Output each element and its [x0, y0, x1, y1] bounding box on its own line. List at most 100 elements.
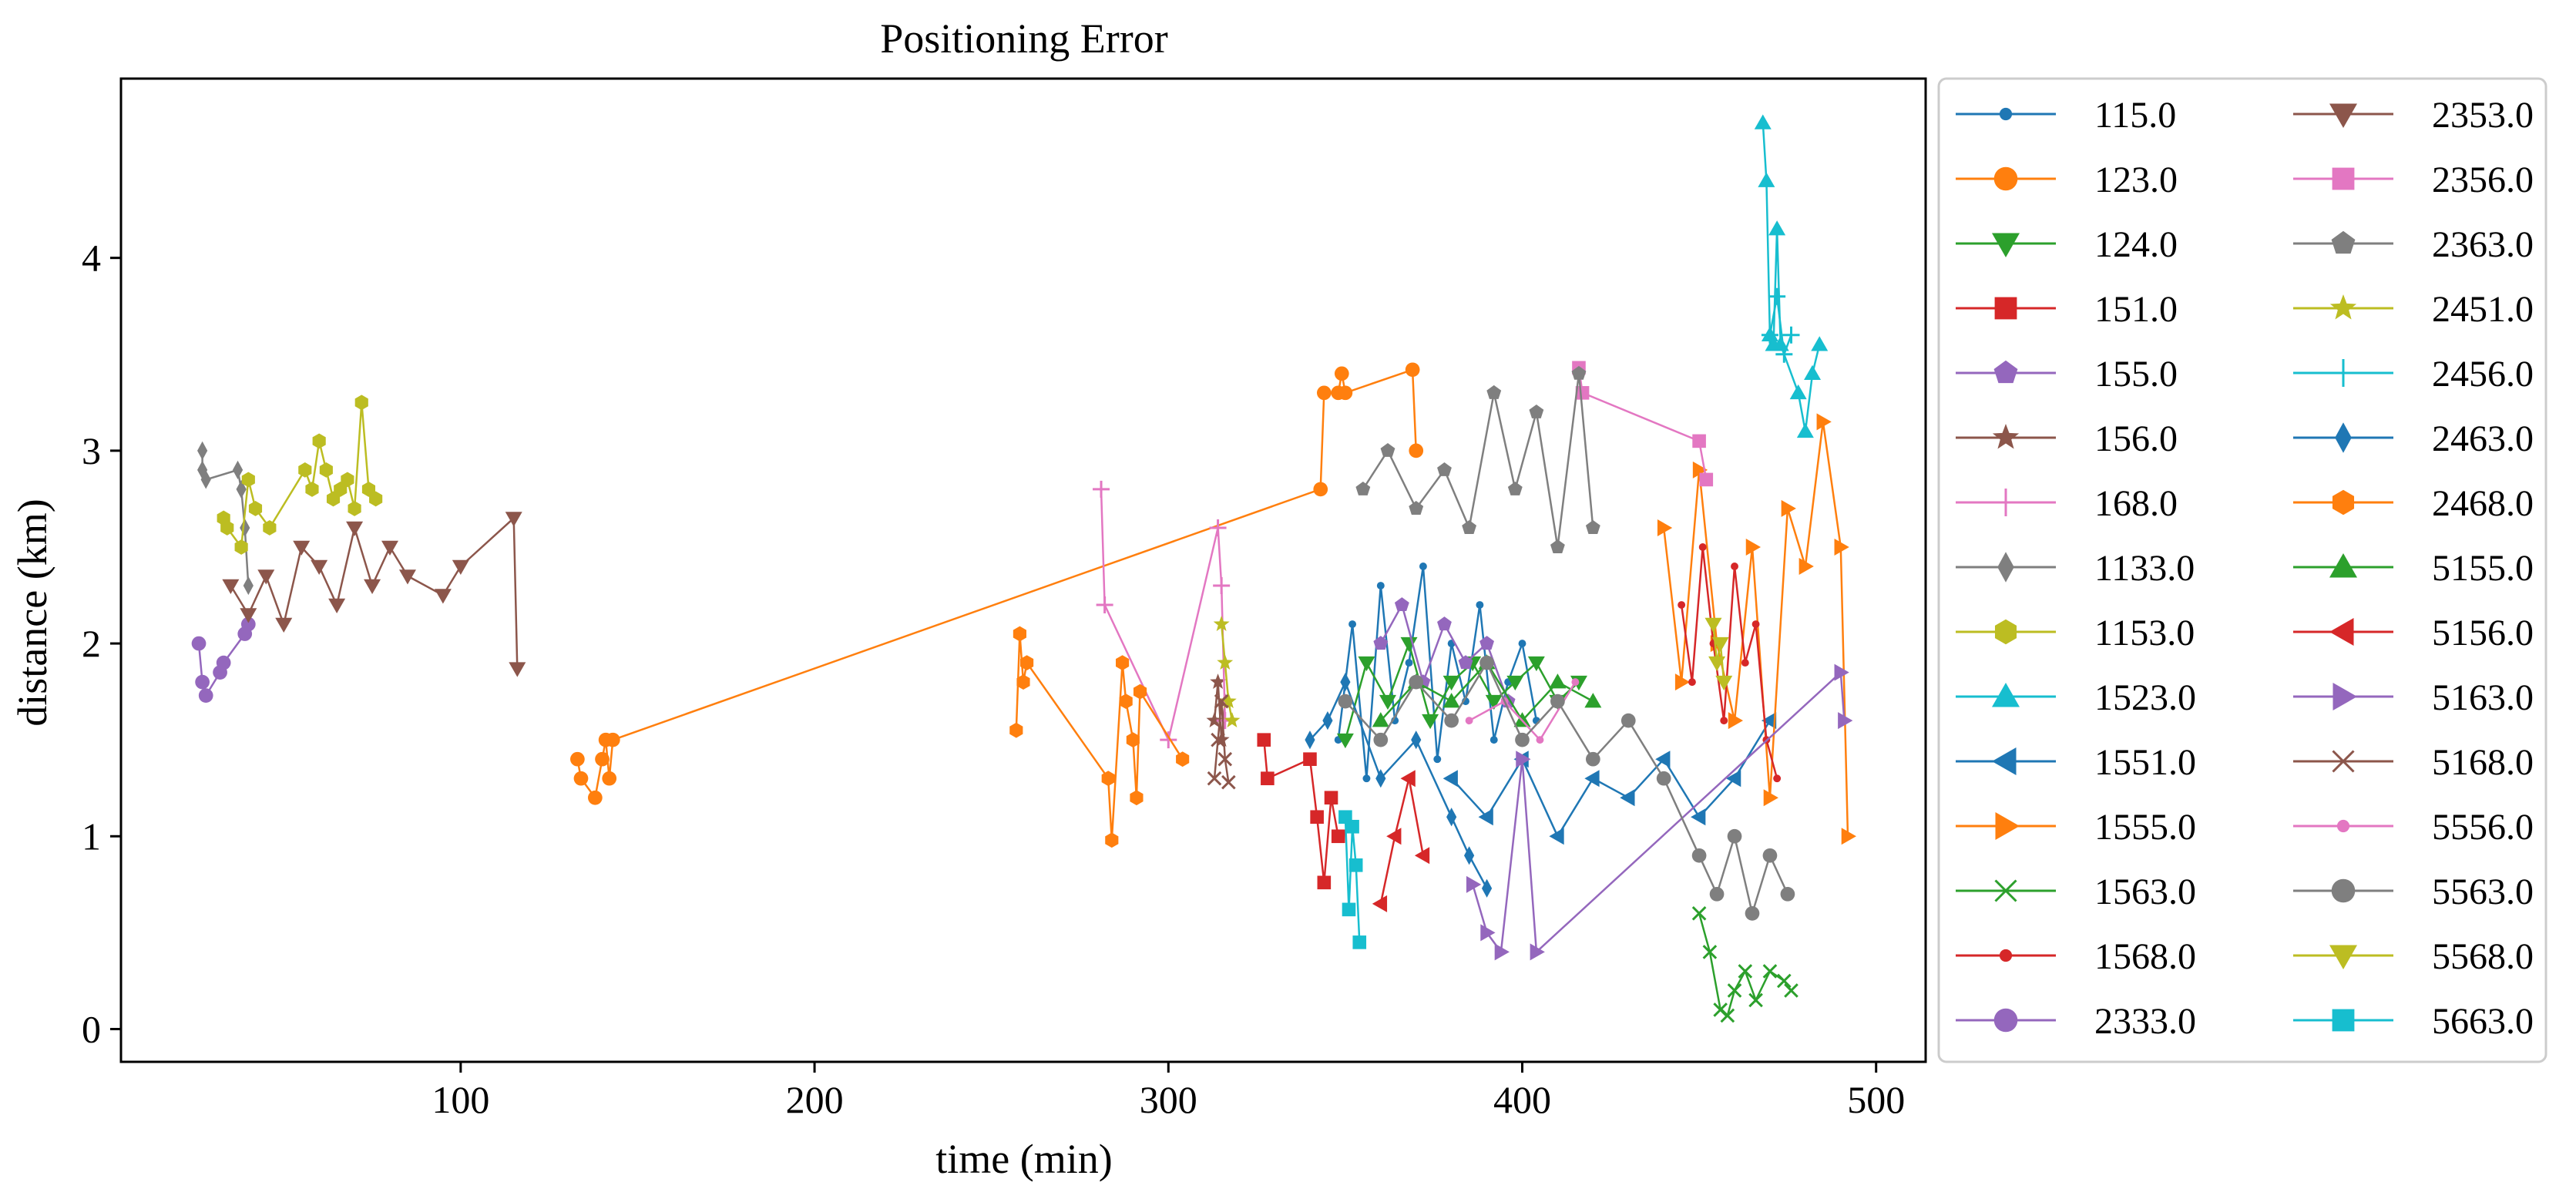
data-point — [1692, 461, 1708, 479]
data-point — [1376, 582, 1385, 589]
series-line — [1015, 633, 1184, 841]
data-point — [1506, 675, 1524, 691]
legend-label: 2451.0 — [2432, 289, 2534, 330]
data-point — [334, 482, 348, 497]
legend-marker — [1994, 879, 2017, 902]
data-point — [1711, 636, 1729, 653]
data-point — [1486, 385, 1502, 399]
data-point — [1657, 519, 1673, 536]
data-point — [1355, 482, 1371, 495]
data-point — [1709, 886, 1725, 902]
legend-marker — [1994, 619, 2017, 645]
series-5563.0 — [1338, 655, 1795, 921]
data-point — [1585, 751, 1600, 767]
legend-label: 1551.0 — [2094, 742, 2196, 783]
legend-marker — [2333, 683, 2357, 710]
series-line — [1450, 720, 1771, 838]
data-point — [248, 501, 263, 516]
legend-item: 1153.0 — [1956, 613, 2195, 653]
data-point — [570, 751, 585, 767]
series-line — [1100, 489, 1227, 743]
series-line — [1344, 640, 1580, 741]
data-point — [595, 751, 610, 767]
data-point — [1727, 828, 1742, 844]
series-151.0 — [1257, 733, 1345, 890]
legend-label: 5563.0 — [2432, 872, 2534, 912]
series-2363.0 — [1355, 365, 1600, 553]
data-point — [234, 539, 248, 555]
data-point — [1478, 808, 1493, 826]
data-point — [1571, 365, 1587, 380]
data-point — [1105, 832, 1119, 848]
data-point — [348, 501, 361, 516]
legend-item: 5563.0 — [2293, 872, 2534, 912]
legend-item: 2451.0 — [2293, 289, 2534, 330]
data-point — [1338, 385, 1353, 401]
data-point — [1400, 770, 1416, 788]
legend-label: 115.0 — [2094, 95, 2176, 136]
legend-marker — [2332, 167, 2355, 190]
data-point — [1704, 617, 1722, 633]
data-point — [1465, 717, 1473, 725]
legend-item: 2353.0 — [2293, 95, 2534, 136]
legend-label: 124.0 — [2094, 224, 2178, 265]
legend-marker — [2332, 1009, 2355, 1032]
data-point — [1585, 520, 1600, 534]
legend-item: 2456.0 — [2293, 354, 2534, 395]
data-point — [1727, 983, 1742, 998]
series-168.0 — [1093, 480, 1234, 749]
data-point — [1798, 557, 1814, 575]
legend: 115.0 123.0 124.0 151.0 155.0 156.0 168.0 1133.… — [1937, 77, 2547, 1063]
data-point — [1527, 656, 1545, 672]
data-point — [1789, 384, 1807, 400]
data-point — [1409, 674, 1424, 690]
series-line — [1712, 623, 1725, 683]
data-point — [1358, 656, 1375, 672]
legend-label: 2333.0 — [2094, 1001, 2196, 1042]
data-point — [1261, 771, 1275, 786]
legend-marker — [1992, 747, 2017, 775]
data-point — [1782, 326, 1800, 344]
data-point — [1206, 712, 1223, 728]
legend-item: 5163.0 — [2293, 677, 2534, 718]
legend-marker — [2331, 230, 2356, 254]
data-point — [1575, 386, 1590, 400]
data-point — [1466, 875, 1482, 893]
data-point — [1780, 886, 1795, 902]
series-1563.0 — [1691, 906, 1798, 1023]
legend-marker — [1992, 424, 2020, 449]
data-point — [1656, 771, 1671, 786]
data-point — [1584, 770, 1600, 788]
legend-box — [1937, 77, 2547, 1063]
legend-label: 5663.0 — [2432, 1001, 2534, 1042]
series-5163.0 — [1466, 663, 1853, 961]
y-axis-ticks: 0 1 2 3 4 — [82, 237, 121, 1050]
legend-label: 1133.0 — [2094, 548, 2195, 589]
data-point — [1213, 731, 1230, 747]
data-point — [1372, 895, 1388, 912]
data-point — [1446, 808, 1457, 827]
legend-marker — [2329, 294, 2357, 320]
data-point — [1691, 808, 1706, 826]
data-point — [197, 460, 208, 479]
series-line — [1768, 296, 1792, 355]
series-line — [1577, 368, 1708, 480]
x-tick-label: 400 — [1493, 1078, 1551, 1121]
data-point — [1303, 752, 1317, 766]
data-point — [243, 576, 254, 596]
data-point — [1811, 336, 1829, 351]
data-point — [326, 491, 341, 507]
data-point — [1796, 422, 1814, 438]
data-point — [1331, 829, 1345, 844]
legend-label: 2468.0 — [2432, 483, 2534, 524]
data-point — [1699, 472, 1714, 487]
data-point — [605, 732, 620, 747]
series-line — [1309, 679, 1488, 889]
data-point — [1433, 755, 1442, 764]
legend-label: 2363.0 — [2432, 224, 2534, 265]
data-point — [1763, 789, 1778, 807]
y-axis-label: distance (km) — [9, 499, 55, 726]
data-point — [1310, 810, 1324, 825]
data-point — [1373, 636, 1389, 650]
legend-item: 1133.0 — [1956, 548, 2195, 589]
